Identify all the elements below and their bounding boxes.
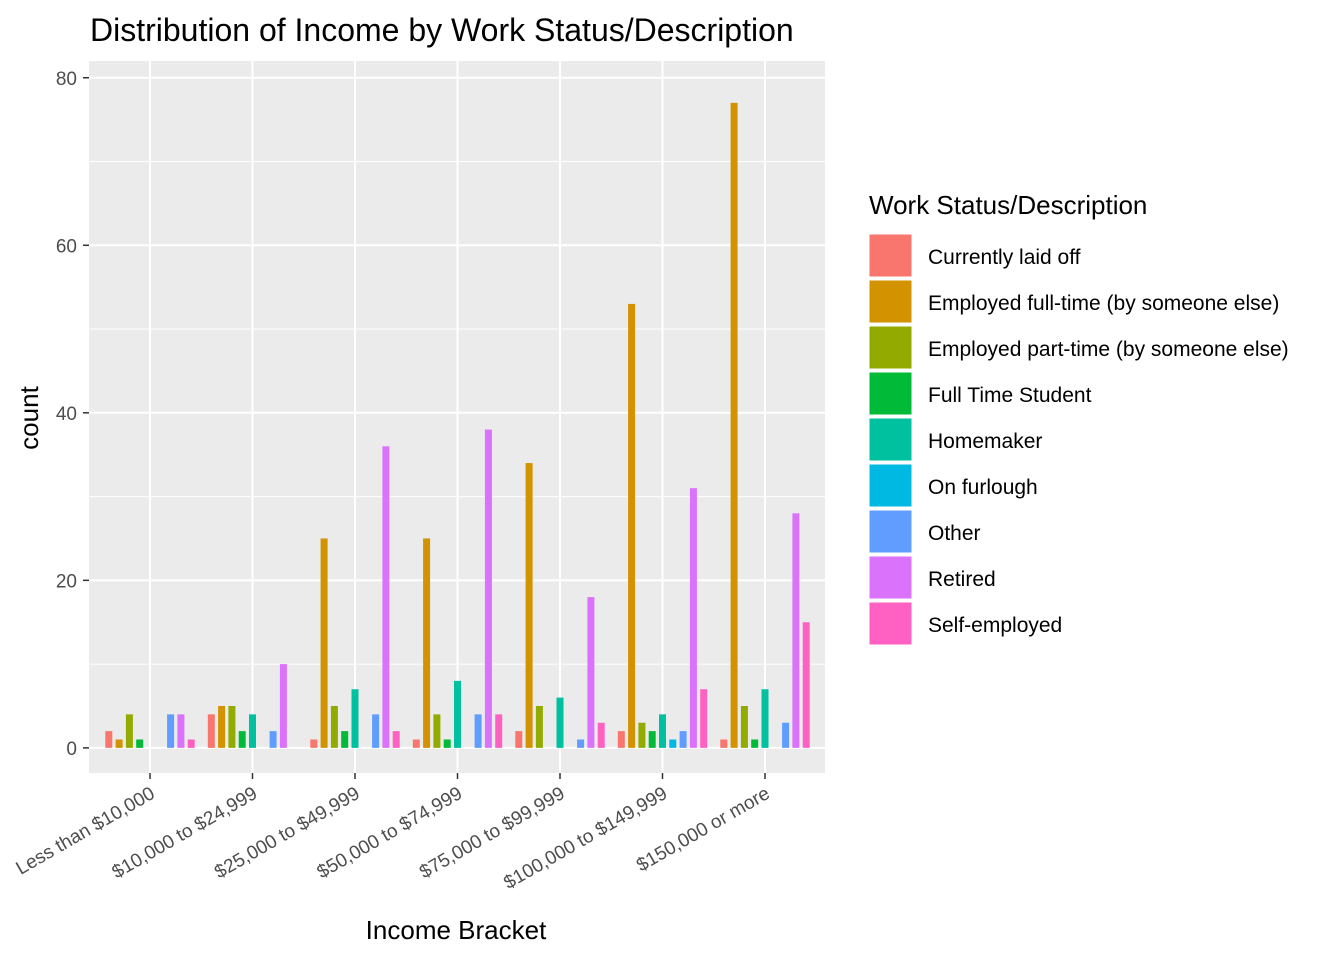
y-tick-label: 40: [56, 404, 77, 425]
legend-label: Currently laid off: [928, 246, 1081, 269]
legend-key: [868, 417, 913, 462]
legend-key: [868, 279, 913, 324]
bars: [105, 102, 810, 748]
bar: [802, 622, 810, 748]
bar: [207, 714, 215, 748]
bar: [751, 739, 759, 748]
bar: [177, 714, 185, 748]
legend-key: [868, 463, 913, 508]
bar: [782, 722, 790, 748]
bar: [689, 488, 697, 748]
legend-label: Employed part-time (by someone else): [928, 338, 1289, 361]
x-axis: Less than $10,000$10,000 to $24,999$25,0…: [13, 773, 774, 894]
bar: [454, 680, 461, 748]
legend-label: Other: [928, 522, 981, 545]
bar: [628, 303, 636, 748]
bar: [433, 714, 441, 748]
bar: [249, 714, 256, 748]
bar: [136, 739, 144, 748]
bar: [740, 705, 748, 748]
legend-key: [868, 601, 913, 646]
bar: [577, 739, 585, 748]
bar: [535, 705, 543, 748]
y-tick-label: 80: [56, 69, 77, 90]
bar: [351, 689, 359, 748]
bar: [700, 689, 708, 748]
bar: [392, 731, 400, 748]
bar: [515, 731, 523, 748]
bar: [125, 714, 133, 748]
legend-label: Retired: [928, 568, 996, 591]
bar: [412, 739, 420, 748]
x-axis-title: Income Bracket: [366, 915, 547, 945]
bar: [495, 714, 503, 748]
y-axis: 0 20 40 60 80: [56, 69, 89, 760]
bar: [269, 731, 277, 748]
bar: [228, 705, 236, 748]
bar: [587, 597, 595, 748]
bar: [167, 714, 175, 748]
bar: [187, 739, 195, 748]
major-gridlines: [89, 61, 825, 773]
legend-key: [868, 371, 913, 416]
y-tick-label: 20: [56, 571, 77, 592]
bar: [525, 463, 533, 748]
bar: [556, 697, 564, 748]
legend-title: Work Status/Description: [869, 190, 1147, 220]
bar: [115, 739, 123, 748]
bar: [105, 731, 113, 748]
x-tick-label: $100,000 to $149,999: [500, 783, 671, 894]
bar: [679, 731, 687, 748]
bar: [484, 429, 492, 748]
legend-key: [868, 233, 913, 278]
bar: [792, 513, 800, 748]
bar: [341, 731, 349, 748]
bar: [730, 102, 738, 748]
bar: [330, 705, 338, 748]
y-axis-title: count: [14, 385, 44, 449]
legend-label: On furlough: [928, 476, 1038, 499]
bar: [310, 739, 318, 748]
legend-label: Self-employed: [928, 614, 1062, 637]
legend: Work Status/Description Currently laid o…: [868, 190, 1289, 646]
y-tick-label: 60: [56, 236, 77, 257]
bar: [443, 739, 451, 748]
bar: [320, 538, 328, 748]
bar: [659, 714, 666, 748]
bar: [617, 731, 625, 748]
bar: [638, 722, 646, 748]
bar: [238, 731, 246, 748]
bar: [669, 739, 677, 748]
chart-title: Distribution of Income by Work Status/De…: [90, 12, 794, 48]
bar: [218, 705, 226, 748]
legend-label: Homemaker: [928, 430, 1042, 453]
legend-key: [868, 509, 913, 554]
legend-key: [868, 555, 913, 600]
legend-key: [868, 325, 913, 370]
bar: [279, 664, 287, 748]
legend-label: Full Time Student: [928, 384, 1092, 407]
y-tick-label: 0: [66, 739, 77, 760]
bar: [382, 446, 390, 748]
bar: [372, 714, 380, 748]
bar: [474, 714, 482, 748]
legend-label: Employed full-time (by someone else): [928, 292, 1279, 315]
bar: [597, 722, 605, 748]
bar: [761, 689, 769, 748]
bar: [648, 731, 656, 748]
bar: [423, 538, 431, 748]
bar: [720, 739, 728, 748]
